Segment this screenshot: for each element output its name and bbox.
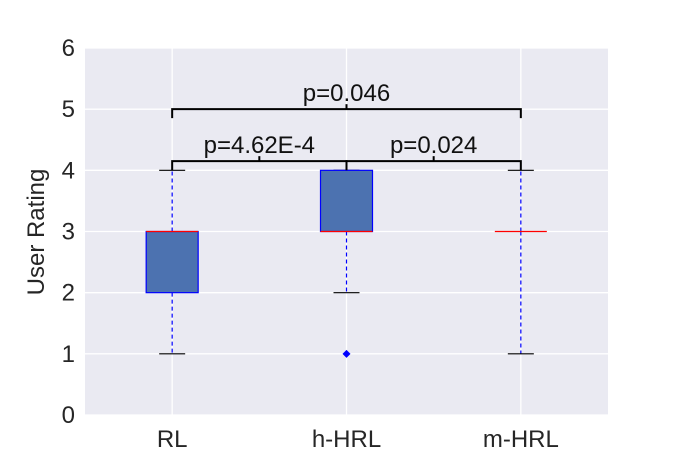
y-axis-title: User Rating: [23, 169, 50, 296]
x-tick-label: h-HRL: [312, 426, 381, 453]
y-axis-ticks: 0 1 2 3 4 5 6: [62, 35, 75, 429]
y-tick-label: 5: [62, 96, 75, 123]
box-iqr: [145, 230, 199, 294]
y-tick-label: 0: [62, 402, 75, 429]
y-tick-label: 6: [62, 35, 75, 62]
p-value-label: p=4.62E-4: [204, 132, 315, 159]
x-axis-ticks: RL h-HRL m-HRL: [157, 426, 559, 453]
y-tick-label: 3: [62, 219, 75, 246]
boxes: [145, 169, 547, 358]
y-tick-label: 4: [62, 157, 75, 184]
outlier-point: [342, 349, 351, 358]
significance-bracket: p=4.62E-4: [171, 132, 348, 171]
y-tick-label: 2: [62, 280, 75, 307]
bracket-line: [171, 108, 522, 119]
box-h-hrl: [319, 169, 374, 358]
box-m-hrl: [494, 169, 547, 355]
y-tick-label: 1: [62, 341, 75, 368]
box-rl: [145, 169, 199, 355]
x-tick-label: RL: [157, 426, 188, 453]
p-value-label: p=0.046: [303, 80, 390, 107]
x-tick-label: m-HRL: [483, 426, 559, 453]
significance-bracket: p=0.024: [345, 132, 522, 171]
box-iqr: [319, 169, 374, 233]
p-value-label: p=0.024: [390, 132, 477, 159]
significance-bracket: p=0.046: [171, 80, 522, 119]
